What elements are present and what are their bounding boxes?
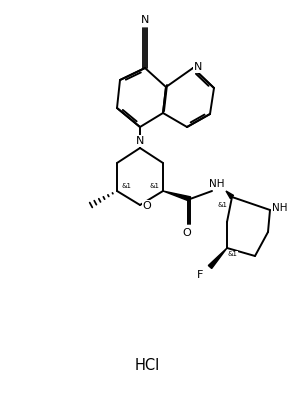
Text: &1: &1 xyxy=(149,183,159,189)
Text: O: O xyxy=(142,201,151,211)
Text: F: F xyxy=(197,270,203,280)
Text: &1: &1 xyxy=(228,251,238,257)
Text: NH: NH xyxy=(272,203,288,213)
Polygon shape xyxy=(208,248,227,269)
Text: &1: &1 xyxy=(121,183,131,189)
Text: N: N xyxy=(136,136,144,146)
Text: NH: NH xyxy=(209,179,225,189)
Polygon shape xyxy=(226,191,234,199)
Text: N: N xyxy=(194,62,202,72)
Text: &1: &1 xyxy=(217,202,227,208)
Text: O: O xyxy=(183,228,191,238)
Text: HCl: HCl xyxy=(135,358,160,372)
Text: N: N xyxy=(141,15,149,25)
Polygon shape xyxy=(163,191,191,201)
